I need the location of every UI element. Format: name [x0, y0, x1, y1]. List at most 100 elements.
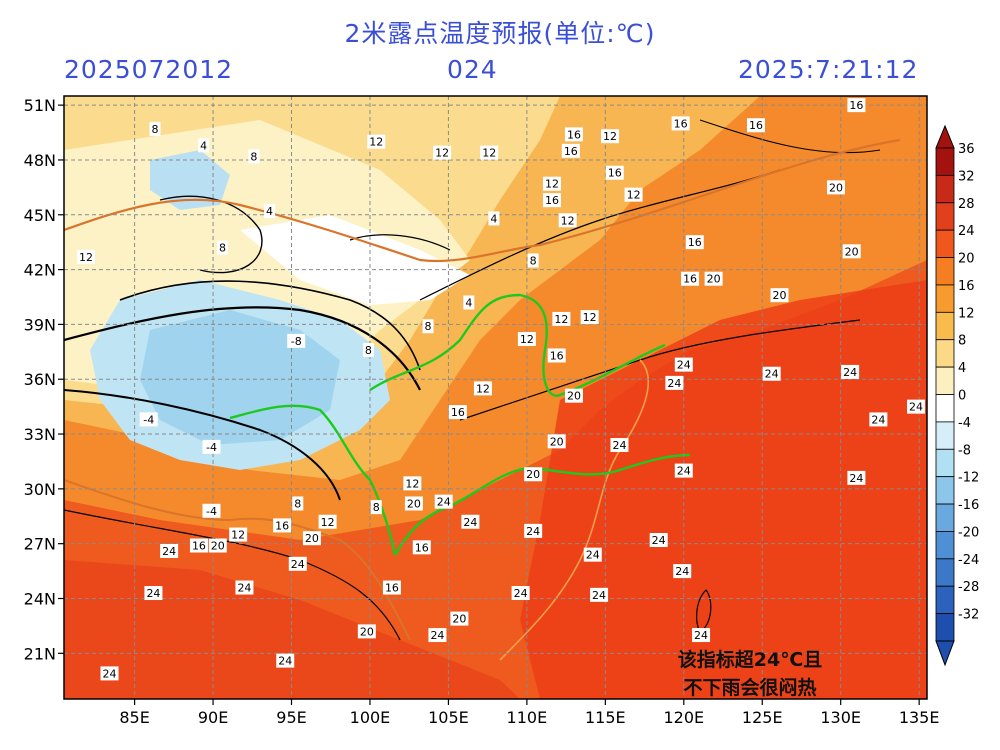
contour-label: 24: [586, 549, 600, 562]
colorbar-label: -20: [958, 525, 979, 540]
contour-label-bg: [370, 500, 382, 515]
contour-label: 16: [385, 582, 399, 595]
contour-label: 16: [192, 540, 206, 553]
contour-label: 24: [237, 582, 251, 595]
contour-label: 20: [211, 540, 225, 553]
contour-label: 12: [520, 333, 534, 346]
contour-label: -8: [291, 335, 302, 348]
annotation-line2: 不下雨会很闷热: [683, 676, 816, 699]
lon-label: 90E: [198, 708, 228, 727]
contour-label: 24: [765, 368, 779, 381]
contour-label-bg: [189, 538, 208, 553]
contour-label-bg: [434, 494, 453, 509]
contour-label-bg: [907, 399, 926, 414]
colorbar-swatch: [935, 613, 955, 642]
contour-label: 24: [430, 629, 444, 642]
yellow-river-upper: [229, 404, 397, 556]
contour-label-bg: [583, 547, 602, 562]
colorbar-label: -32: [958, 608, 979, 623]
colorbar-swatch: [935, 366, 955, 395]
contour-label-bg: [847, 98, 866, 113]
contour-label: 4: [490, 212, 497, 225]
contour-label: 12: [554, 313, 568, 326]
lat-label: 33N: [24, 425, 56, 444]
colorbar-label: -16: [958, 498, 979, 513]
contour-label: 12: [369, 136, 383, 149]
contour-label-bg: [357, 624, 376, 639]
contour-label-bg: [547, 434, 566, 449]
colorbar-top-arrow: [935, 124, 955, 149]
colorbar-swatch: [935, 421, 955, 450]
contour-lines: [64, 119, 881, 641]
colorbar-label: 0: [958, 389, 966, 404]
contour-label: 20: [567, 390, 581, 403]
contour-label: 8: [219, 242, 226, 255]
contour-label: 20: [526, 468, 540, 481]
contour-label: 24: [871, 413, 885, 426]
contour-label: 4: [200, 139, 207, 152]
contour-label-bg: [511, 586, 530, 601]
contour-label-bg: [461, 514, 480, 529]
contour-label-bg: [527, 253, 539, 268]
contour-label-bg: [160, 543, 179, 558]
lon-label: 105E: [428, 708, 469, 727]
colorbar-label: 20: [958, 252, 975, 267]
latitude-labels: 51N 48N 45N 42N 39N 36N 33N 30N 27N 24N 21N: [24, 96, 56, 663]
contour-label-bg: [450, 611, 469, 626]
contour-label: 24: [463, 516, 477, 529]
lon-label: 130E: [820, 708, 861, 727]
contour-label-bg: [463, 295, 475, 310]
contour-label-bg: [704, 271, 723, 286]
contour-label-bg: [624, 187, 643, 202]
contour-label: 20: [773, 289, 787, 302]
contour-label: 20: [452, 613, 466, 626]
contour-label: 8: [425, 320, 432, 333]
annotation-line1: 该指标超24℃且: [678, 648, 822, 671]
lon-label: 135E: [899, 708, 940, 727]
colorbar-bottom-arrow: [935, 640, 955, 667]
contour-label: 24: [675, 565, 689, 578]
contour-label-bg: [746, 118, 765, 133]
contour-label-bg: [208, 538, 227, 553]
contour-label: 20: [845, 245, 859, 258]
contour-label-bg: [473, 381, 492, 396]
contour-label-bg: [685, 235, 704, 250]
lon-label: 100E: [350, 708, 391, 727]
colorbar-swatch: [935, 394, 955, 423]
contour-label: 16: [683, 273, 697, 286]
contour-label-bg: [139, 412, 158, 427]
lat-label: 45N: [24, 206, 56, 225]
forecast-hour: 024: [447, 55, 498, 84]
contour-label-bg: [248, 149, 260, 164]
contour-label-bg: [287, 333, 306, 348]
contour-label-bg: [422, 319, 434, 334]
contour-label: 20: [360, 625, 374, 638]
colorbar-label: -8: [958, 443, 971, 458]
contour-label: 12: [603, 130, 617, 143]
contour-label: 16: [564, 145, 578, 158]
colorbar-swatch: [935, 229, 955, 258]
colorbar-swatch: [935, 585, 955, 615]
contour-label-bg: [428, 628, 447, 643]
contour-label: 12: [435, 147, 449, 160]
contour-label-bg: [605, 165, 624, 180]
colorbar-swatch: [935, 503, 955, 532]
contour-label-bg: [674, 357, 693, 372]
colorbar-swatch: [935, 558, 955, 587]
contour-label-bg: [692, 628, 711, 643]
lat-label: 27N: [24, 535, 56, 554]
contour-label-bg: [842, 244, 861, 259]
valid-time: 2025:7:21:12: [738, 55, 919, 84]
lon-label: 115E: [585, 708, 626, 727]
contour-label: 8: [365, 344, 372, 357]
contour-label-bg: [292, 496, 304, 511]
colorbar-label: 16: [958, 279, 975, 294]
yellow-river: [369, 293, 666, 397]
contour-label-bg: [273, 518, 292, 533]
plot-frame: [63, 95, 928, 700]
contour-label: 24: [677, 465, 691, 478]
colorbar-swatch: [935, 174, 955, 204]
contour-label: 20: [305, 532, 319, 545]
